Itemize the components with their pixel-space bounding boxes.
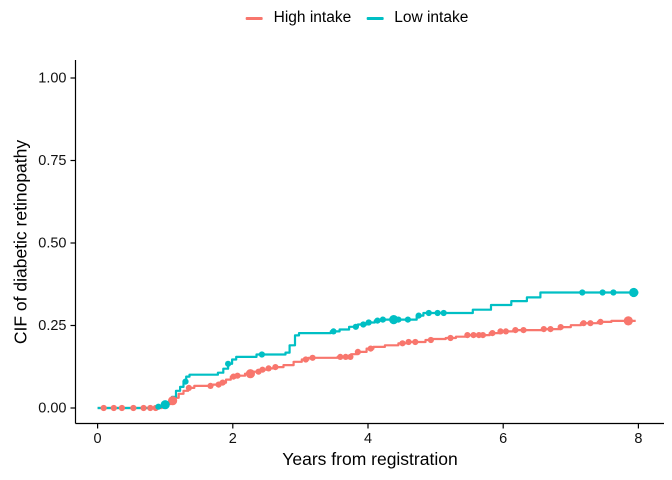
censor-mark-high-intake xyxy=(512,327,519,334)
censor-mark-low-intake xyxy=(182,378,189,385)
censor-mark-low-intake xyxy=(425,309,432,317)
censor-mark-high-intake xyxy=(580,320,587,327)
censor-mark-high-intake xyxy=(272,364,279,371)
censor-mark-high-intake xyxy=(234,372,241,379)
censor-mark-low-intake xyxy=(258,351,265,358)
censor-mark-high-intake xyxy=(130,404,137,412)
x-tick-label: 2 xyxy=(229,431,237,447)
censor-mark-high-intake xyxy=(207,382,214,389)
censor-mark-high-intake xyxy=(347,353,354,360)
censor-mark-high-intake xyxy=(259,366,266,373)
censor-mark-low-intake xyxy=(415,312,422,319)
censor-mark-low-intake xyxy=(374,317,381,324)
legend: High intake Low intake xyxy=(245,9,468,27)
censor-mark-high-intake xyxy=(185,384,192,391)
x-tick-label: 6 xyxy=(499,431,507,447)
y-tick-label: 0.00 xyxy=(38,401,66,417)
censor-mark-high-intake xyxy=(110,404,117,412)
censor-mark-high-intake xyxy=(302,356,309,363)
censor-mark-high-intake xyxy=(219,379,226,386)
censor-mark-high-intake xyxy=(427,336,434,344)
censor-mark-low-intake xyxy=(579,289,586,296)
censor-mark-low-intake xyxy=(360,321,367,328)
censor-mark-high-intake xyxy=(265,365,272,372)
y-tick-label: 1.00 xyxy=(38,71,66,87)
censor-mark-low-intake xyxy=(395,316,402,323)
series-line-high-intake xyxy=(97,319,636,410)
censor-mark-high-intake xyxy=(354,348,361,355)
censor-mark-high-intake xyxy=(497,328,504,335)
censor-mark-high-intake xyxy=(587,320,594,327)
y-axis-title: CIF of diabetic retinopathy xyxy=(10,139,31,345)
censor-mark-high-intake xyxy=(557,324,564,331)
censor-mark-high-intake xyxy=(100,404,107,412)
censor-mark-low-intake xyxy=(365,319,372,326)
legend-key-high-intake-line xyxy=(245,16,263,20)
censor-mark-high-intake xyxy=(147,404,154,412)
censor-mark-high-intake xyxy=(337,353,344,360)
censor-mark-high-intake xyxy=(470,332,477,339)
legend-label-high-intake: High intake xyxy=(273,9,352,26)
legend-item-high-intake: High intake xyxy=(245,9,352,27)
censor-mark-high-intake xyxy=(502,328,509,335)
censor-mark-low-intake xyxy=(155,403,162,410)
legend-label-low-intake: Low intake xyxy=(394,9,469,26)
censor-mark-high-intake xyxy=(447,334,454,342)
censor-mark-high-intake xyxy=(405,338,412,346)
censor-mark-low-intake xyxy=(610,289,617,296)
censor-mark-low-intake xyxy=(404,316,411,323)
censor-mark-high-intake xyxy=(140,404,147,412)
censor-mark-low-intake xyxy=(629,287,639,298)
x-tick-label: 8 xyxy=(634,431,642,447)
censor-mark-high-intake xyxy=(118,404,125,412)
censor-mark-high-intake xyxy=(479,332,486,339)
censor-mark-low-intake xyxy=(225,360,232,367)
x-tick-label: 4 xyxy=(364,431,372,447)
censor-mark-high-intake xyxy=(367,345,374,352)
legend-key-low-intake-line xyxy=(366,16,384,20)
censor-mark-high-intake xyxy=(540,326,547,333)
y-tick-label: 0.50 xyxy=(38,236,66,252)
censor-mark-low-intake xyxy=(389,315,399,325)
censor-mark-low-intake xyxy=(599,289,606,296)
censor-mark-low-intake xyxy=(352,323,359,330)
y-tick-label: 0.25 xyxy=(38,318,66,334)
censor-mark-low-intake xyxy=(330,328,337,335)
censor-mark-high-intake xyxy=(597,318,604,325)
censor-mark-high-intake xyxy=(399,340,406,347)
censor-mark-high-intake xyxy=(489,330,496,337)
y-tick-label: 0.75 xyxy=(38,153,66,169)
censor-mark-high-intake xyxy=(168,396,178,406)
censor-mark-low-intake xyxy=(440,309,447,317)
censor-mark-high-intake xyxy=(342,353,349,360)
legend-item-low-intake: Low intake xyxy=(366,9,468,27)
censor-mark-high-intake xyxy=(412,338,419,346)
censor-mark-low-intake xyxy=(434,309,441,317)
x-tick-label: 0 xyxy=(94,431,102,447)
series-line-low-intake xyxy=(97,291,639,410)
censor-mark-high-intake xyxy=(623,316,633,326)
censor-mark-high-intake xyxy=(309,354,316,361)
censor-mark-low-intake xyxy=(379,316,386,323)
censor-mark-high-intake xyxy=(520,327,527,334)
censor-mark-high-intake xyxy=(464,332,471,339)
censor-mark-high-intake xyxy=(547,326,554,333)
x-axis-title: Years from registration xyxy=(282,449,458,469)
censor-mark-low-intake xyxy=(160,400,170,410)
censor-mark-high-intake xyxy=(245,369,255,379)
